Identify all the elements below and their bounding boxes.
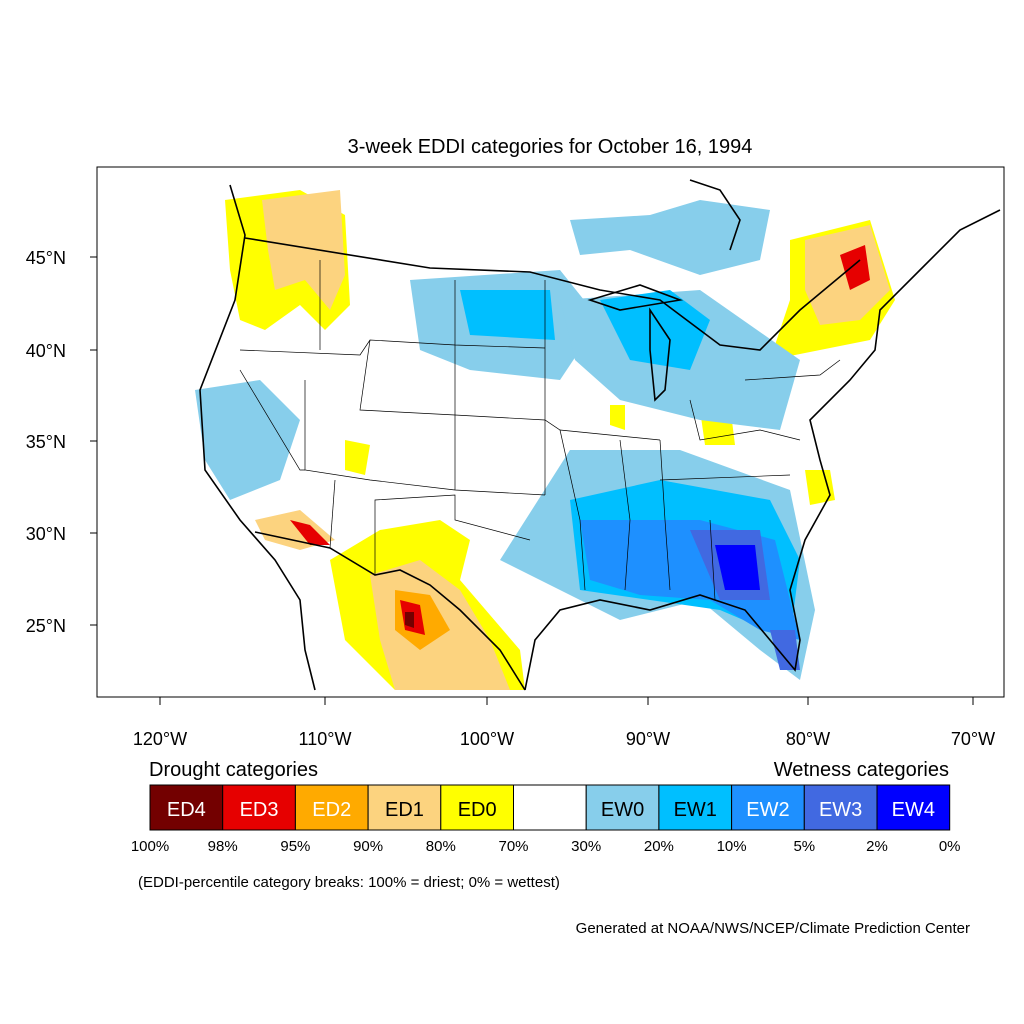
coastline-layer (199, 179, 1001, 691)
legend-swatch-ed3 (222, 784, 296, 831)
state-border (744, 359, 841, 381)
gulf-coastline (524, 209, 1001, 691)
legend-swatch-ew4 (876, 784, 951, 831)
ed0-area-carolinas (805, 470, 835, 505)
ew3-area-florida (770, 630, 800, 670)
legend-break-label: 98% (208, 838, 238, 855)
legend-break-label: 30% (571, 838, 601, 855)
legend-swatch-ed0 (440, 784, 514, 831)
legend-swatch-ew0 (585, 784, 660, 831)
ed1-area-pacific-northwest (262, 190, 345, 310)
state-border (329, 479, 336, 549)
state-border (709, 519, 716, 601)
legend-swatch-ed1 (367, 784, 442, 831)
legend-break-label: 5% (793, 838, 815, 855)
legend-label: EW3 (819, 799, 862, 821)
ew1-area-dakotas (460, 290, 555, 340)
longitude-label: 110°W (299, 729, 352, 749)
ew0-area-pacific-coast (195, 380, 300, 500)
legend-label: ED0 (458, 799, 497, 821)
longitude-label: 120°W (133, 729, 187, 749)
hudson-bay-shore (689, 179, 741, 251)
map-title: 3-week EDDI categories for October 16, 1… (348, 136, 753, 158)
legend-label: EW0 (601, 799, 644, 821)
ew4-area-georgia (715, 545, 760, 590)
legend: Drought categories Wetness categories ED… (131, 759, 961, 891)
longitude-label: 100°W (460, 729, 514, 749)
legend-label: EW1 (674, 799, 717, 821)
legend-swatch-ew2 (731, 784, 805, 831)
latitude-label: 25°N (26, 616, 66, 636)
state-border (619, 439, 631, 591)
legend-break-label: 70% (498, 838, 528, 855)
credit-line: Generated at NOAA/NWS/NCEP/Climate Predi… (576, 920, 970, 937)
legend-color-bar: ED4 ED3 ED2 ED1 ED0 EW0 EW1 EW2 EW3 EW4 (149, 784, 951, 831)
latitude-label: 45°N (26, 248, 66, 268)
state-border (304, 380, 546, 496)
legend-label: ED4 (167, 799, 206, 821)
legend-label: EW2 (746, 799, 789, 821)
latitude-label: 30°N (26, 524, 66, 544)
map-panel: 45°N 40°N 35°N 30°N 25°N 120°W 110°W 100°W 90°W… (26, 166, 1005, 749)
latitude-label: 40°N (26, 341, 66, 361)
longitude-label: 80°W (786, 729, 830, 749)
state-border (559, 429, 586, 591)
legend-break-label: 0% (939, 838, 961, 855)
state-border-layer (239, 260, 841, 601)
map-border (96, 166, 1005, 698)
ew1-area-great-lakes (600, 290, 710, 370)
state-border (659, 474, 791, 481)
legend-break-label: 2% (866, 838, 888, 855)
legend-swatch-none (513, 784, 587, 831)
ed0-area-utah (345, 440, 370, 475)
legend-break-label: 100% (131, 838, 169, 855)
legend-break-label: 20% (644, 838, 674, 855)
legend-note: (EDDI-percentile category breaks: 100% =… (138, 874, 560, 891)
ew0-area-canada (570, 200, 770, 275)
longitude-label: 90°W (626, 729, 670, 749)
us-canada-border (244, 237, 861, 351)
state-border (659, 439, 671, 591)
legend-label: ED1 (385, 799, 424, 821)
latitude-label: 35°N (26, 432, 66, 452)
latitude-axis: 45°N 40°N 35°N 30°N 25°N (26, 248, 97, 636)
lake-michigan (649, 307, 671, 402)
mexico-border (254, 531, 526, 691)
legend-break-label: 10% (717, 838, 747, 855)
longitude-label: 70°W (951, 729, 995, 749)
us-coastline (199, 184, 316, 691)
ed0-area-ozarks (610, 405, 625, 430)
legend-break-label: 80% (426, 838, 456, 855)
state-border (359, 339, 661, 441)
legend-breaks: 100% 98% 95% 90% 80% 70% 30% 20% 10% 5% 2% 0% (131, 838, 961, 855)
lake-superior (587, 284, 684, 311)
ed4-area-chihuahua (405, 612, 414, 628)
wetness-categories-heading: Wetness categories (774, 759, 949, 781)
legend-break-label: 95% (280, 838, 310, 855)
state-border (239, 369, 305, 471)
longitude-axis: 120°W 110°W 100°W 90°W 80°W 70°W (133, 697, 995, 749)
legend-break-label: 90% (353, 838, 383, 855)
ed3-area-maine (840, 245, 870, 290)
legend-label: ED2 (312, 799, 351, 821)
ed3-area-arizona (290, 520, 330, 545)
state-border (689, 399, 801, 441)
state-border (374, 494, 531, 575)
legend-swatch-ed4 (149, 784, 224, 831)
drought-categories-heading: Drought categories (149, 759, 318, 781)
legend-label: EW4 (892, 799, 935, 821)
legend-label: ED3 (240, 799, 279, 821)
